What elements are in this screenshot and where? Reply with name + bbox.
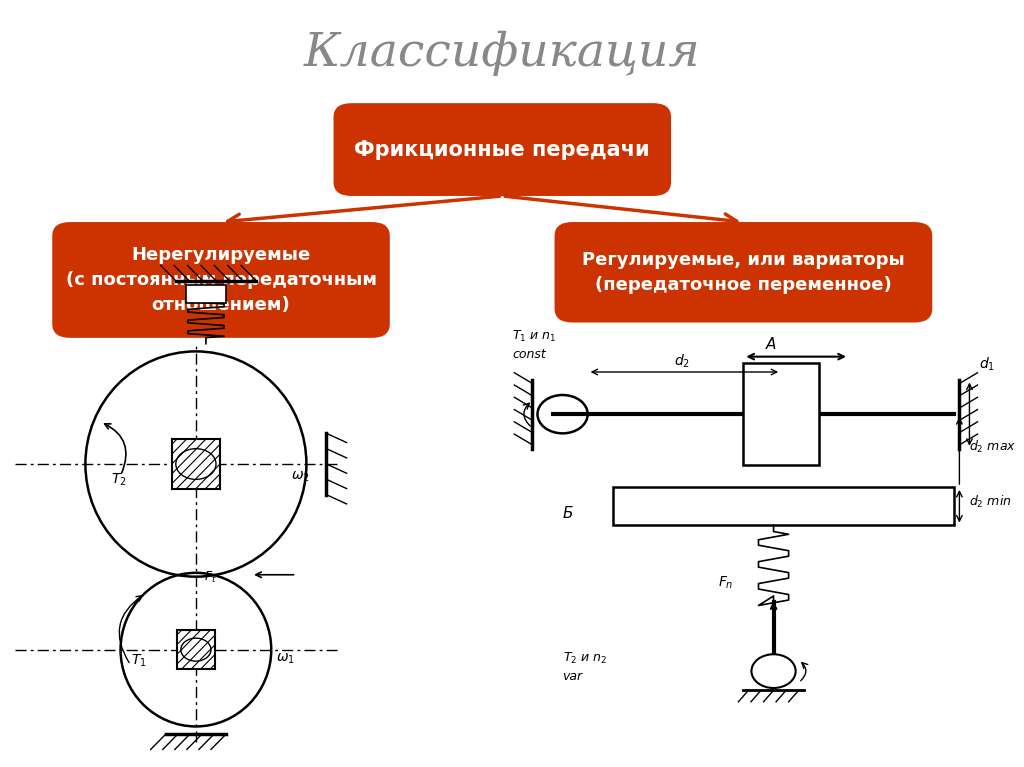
Text: Нерегулируемые
(с постоянным передаточным
отношением): Нерегулируемые (с постоянным передаточны… — [66, 246, 377, 314]
Text: $\omega_1$: $\omega_1$ — [276, 651, 295, 666]
Text: Регулируемые, или вариаторы
(передаточное переменное): Регулируемые, или вариаторы (передаточно… — [582, 251, 905, 294]
FancyBboxPatch shape — [612, 487, 954, 525]
Text: $T_1$: $T_1$ — [131, 653, 146, 670]
FancyBboxPatch shape — [743, 363, 819, 466]
FancyBboxPatch shape — [52, 222, 390, 337]
Text: $F_t$: $F_t$ — [204, 570, 217, 585]
FancyBboxPatch shape — [172, 439, 220, 489]
Text: Б: Б — [562, 505, 573, 521]
Text: $d_1$: $d_1$ — [980, 355, 995, 373]
Text: $F_n$: $F_n$ — [718, 574, 734, 591]
Text: $\omega_2$: $\omega_2$ — [292, 469, 310, 484]
Text: Фрикционные передачи: Фрикционные передачи — [354, 140, 650, 160]
FancyBboxPatch shape — [185, 285, 226, 303]
Text: $d_2$: $d_2$ — [675, 353, 690, 370]
Text: $d_2$ max: $d_2$ max — [970, 439, 1017, 455]
FancyBboxPatch shape — [334, 103, 671, 196]
FancyBboxPatch shape — [177, 630, 215, 669]
Text: $d_2$ min: $d_2$ min — [970, 494, 1012, 510]
Text: A: A — [766, 337, 776, 352]
Text: $T_2$: $T_2$ — [111, 471, 126, 488]
Text: $T_2$ и $n_2$
var: $T_2$ и $n_2$ var — [562, 651, 607, 683]
Text: $T_1$ и $n_1$
const: $T_1$ и $n_1$ const — [512, 329, 557, 361]
FancyBboxPatch shape — [555, 222, 932, 322]
Text: Классификация: Классификация — [304, 31, 700, 77]
